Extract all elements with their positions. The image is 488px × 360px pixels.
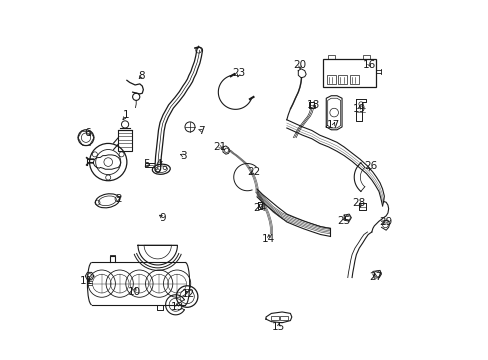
Text: 26: 26 xyxy=(364,161,377,171)
Bar xyxy=(338,75,346,84)
Text: 5: 5 xyxy=(143,159,150,169)
Text: 18: 18 xyxy=(306,100,319,110)
Text: 28: 28 xyxy=(352,198,365,208)
Text: 2: 2 xyxy=(115,194,122,204)
Text: 14: 14 xyxy=(262,234,275,244)
Text: 6: 6 xyxy=(84,128,91,138)
Bar xyxy=(326,75,335,84)
Text: 9: 9 xyxy=(159,213,166,222)
Text: 3: 3 xyxy=(180,150,186,161)
Bar xyxy=(118,130,132,151)
Bar xyxy=(322,59,375,87)
Text: 4: 4 xyxy=(156,159,162,169)
Text: 13: 13 xyxy=(170,302,183,312)
Text: 22: 22 xyxy=(246,167,260,177)
Text: 10: 10 xyxy=(127,287,141,297)
Text: 27: 27 xyxy=(368,272,381,282)
Text: 8: 8 xyxy=(138,71,144,81)
Text: 25: 25 xyxy=(337,216,350,226)
Text: 12: 12 xyxy=(182,289,195,299)
Bar xyxy=(349,75,358,84)
Text: 29: 29 xyxy=(379,217,392,227)
Text: 17: 17 xyxy=(326,121,339,130)
Bar xyxy=(327,55,335,59)
Text: 1: 1 xyxy=(122,111,129,121)
Text: 15: 15 xyxy=(271,322,285,332)
Bar xyxy=(271,316,278,320)
Text: 21: 21 xyxy=(213,142,226,152)
Text: 7: 7 xyxy=(198,126,204,135)
Text: 19: 19 xyxy=(352,104,365,114)
Bar xyxy=(363,55,369,59)
Text: 11: 11 xyxy=(79,276,92,286)
Text: 20: 20 xyxy=(293,59,306,69)
Bar xyxy=(144,163,155,167)
Bar xyxy=(280,316,287,320)
Text: 23: 23 xyxy=(232,68,245,78)
Text: 16: 16 xyxy=(362,59,375,69)
Text: 24: 24 xyxy=(252,203,265,213)
